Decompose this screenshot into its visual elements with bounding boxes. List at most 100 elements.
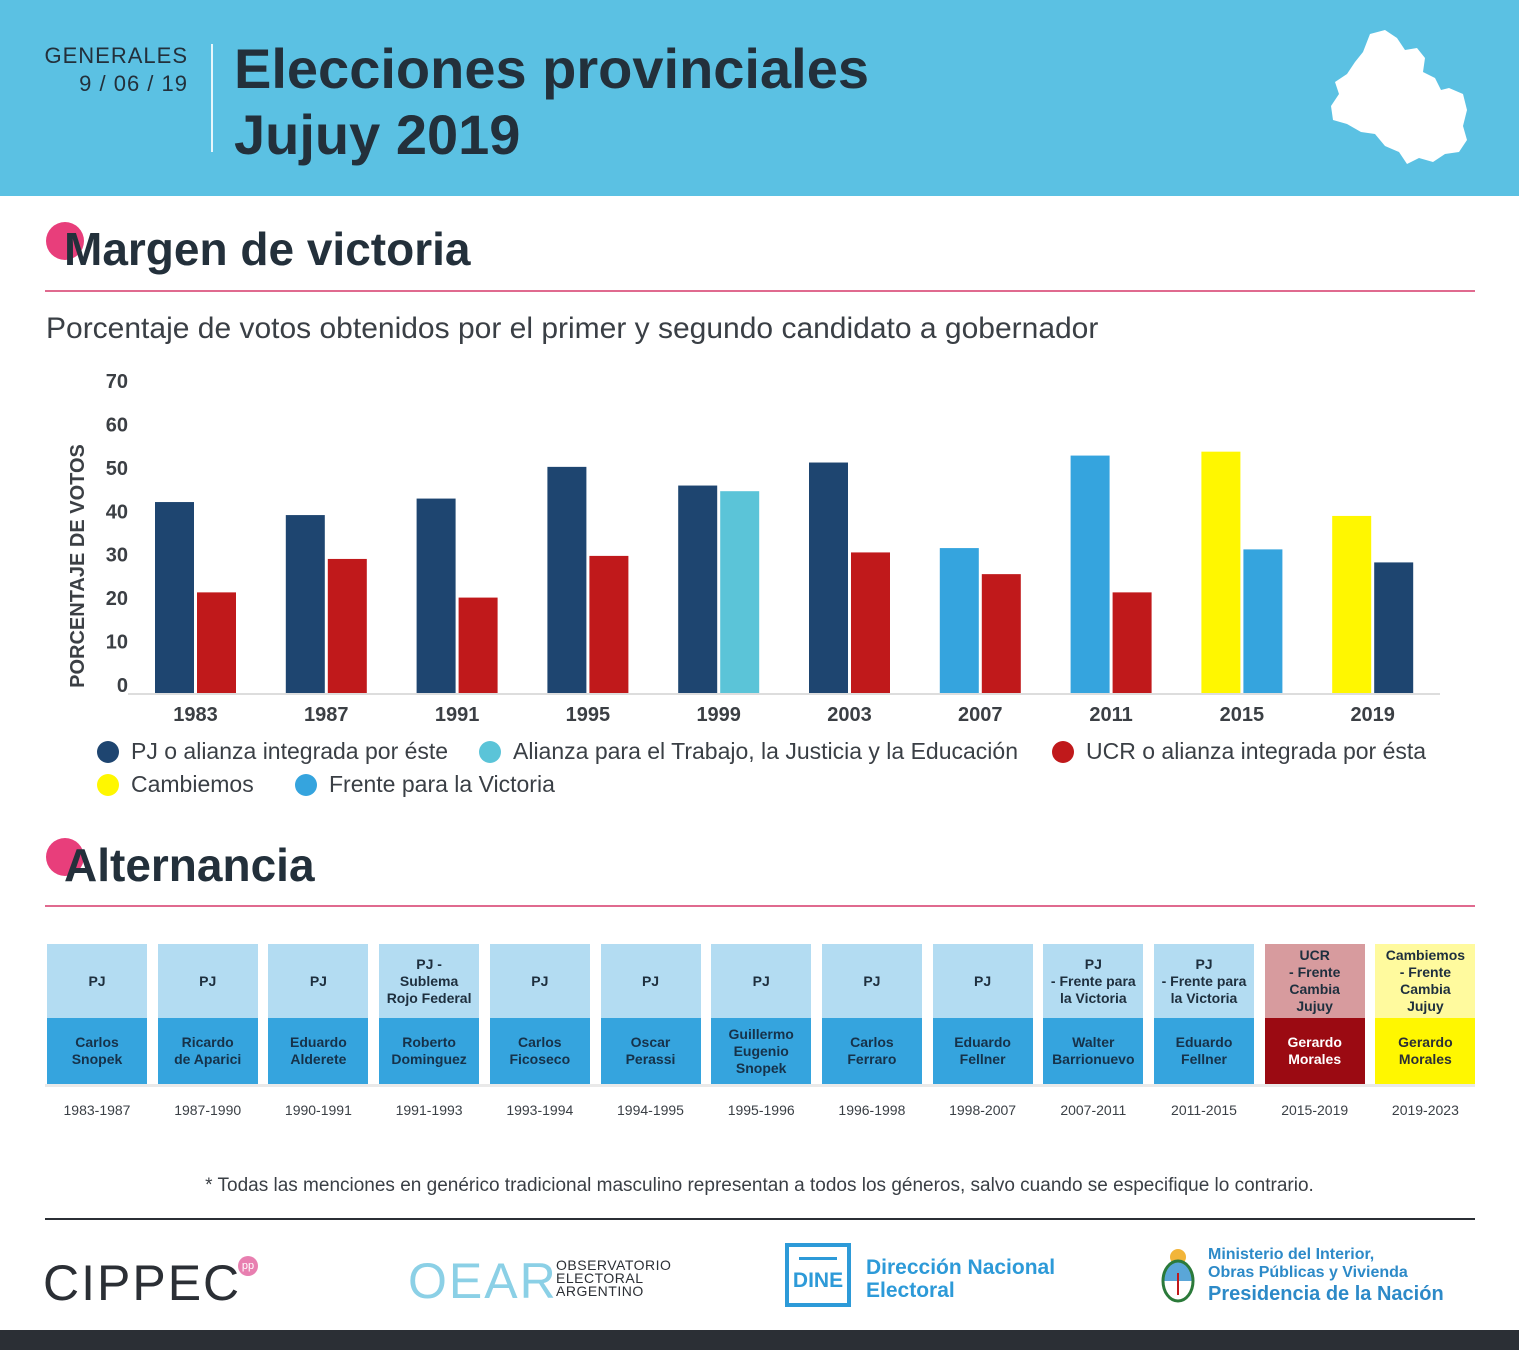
governor-party: PJ - Frente para la Victoria xyxy=(1043,944,1144,1018)
governor-name-text: Carlos Ferraro xyxy=(847,1034,896,1068)
governor-name: Eduardo Fellner xyxy=(1154,1018,1254,1084)
bars-group xyxy=(155,451,1414,694)
governor-party: PJ xyxy=(600,944,701,1018)
footer-divider xyxy=(45,1218,1475,1220)
name-line: Morales xyxy=(1398,1051,1452,1067)
governor-party-text: PJ xyxy=(199,973,216,990)
bar-2003-second xyxy=(851,552,890,694)
cippec-logo: CIPPEC xyxy=(43,1255,242,1311)
timeline-baseline xyxy=(45,1084,1475,1087)
x-tick-label: 2019 xyxy=(1350,704,1395,726)
party-line: - Frente xyxy=(1289,964,1341,980)
name-line: Morales xyxy=(1288,1051,1342,1067)
dine-logo: DINE xyxy=(785,1243,851,1307)
footer-bar xyxy=(0,1330,1519,1350)
page-title-line1: Elecciones provinciales xyxy=(234,37,869,100)
name-line: Barrionuevo xyxy=(1052,1051,1135,1067)
y-tick-label: 50 xyxy=(106,458,128,480)
party-line: PJ xyxy=(88,972,106,989)
ministerio-line2: Obras Públicas y Vivienda xyxy=(1208,1264,1408,1281)
election-date: 9 / 06 / 19 xyxy=(79,71,188,96)
governor-party-text: PJ - Frente para la Victoria xyxy=(1051,956,1136,1007)
governor-name-text: Gerardo Morales xyxy=(1398,1034,1452,1068)
name-line: Ferraro xyxy=(847,1051,897,1067)
governor-party-text: PJ xyxy=(531,973,548,990)
y-tick-label: 20 xyxy=(106,588,128,610)
governor-name-text: Carlos Ficoseco xyxy=(509,1034,570,1068)
party-line: PJ - xyxy=(416,955,442,972)
governor-card: PJ Carlos Ferraro xyxy=(821,944,922,1084)
x-tick-label: 1987 xyxy=(304,704,349,726)
governor-name-text: Eduardo Fellner xyxy=(1176,1034,1233,1068)
name-line: Oscar xyxy=(630,1034,671,1050)
ministerio-name: Ministerio del Interior, Obras Públicas … xyxy=(1208,1246,1444,1306)
name-line: Fellner xyxy=(1181,1051,1227,1067)
legend-dot-cambiemos xyxy=(97,773,119,796)
cippec-badge: pp xyxy=(238,1256,258,1276)
section-bullet xyxy=(46,222,84,260)
name-line: Fellner xyxy=(959,1051,1006,1067)
party-line: PJ xyxy=(863,972,881,989)
bar-1987-first xyxy=(285,515,325,694)
party-line: la Victoria xyxy=(1170,989,1238,1006)
name-line: Perassi xyxy=(625,1051,676,1067)
national-shield-icon xyxy=(1161,1249,1195,1303)
y-tick-label: 30 xyxy=(106,545,128,567)
bar-2019-second xyxy=(1374,562,1414,694)
governor-period: 1991-1993 xyxy=(395,1102,463,1118)
governor-card: PJ Carlos Snopek xyxy=(47,944,147,1084)
bar-2015-second xyxy=(1243,549,1283,694)
governor-name-text: Walter Barrionuevo xyxy=(1052,1034,1134,1068)
name-line: Eugenio xyxy=(733,1042,789,1059)
x-tick-label: 2003 xyxy=(827,704,872,726)
governor-party: PJ xyxy=(711,944,812,1018)
name-line: Roberto xyxy=(402,1034,456,1050)
governor-party-text: PJ xyxy=(88,973,105,990)
party-line: PJ xyxy=(1084,955,1102,972)
dine-logo-text: DINE xyxy=(792,1269,844,1292)
name-line: Ficoseco xyxy=(509,1051,571,1067)
x-tick-label: 2015 xyxy=(1220,704,1265,726)
dine-name-line1: Dirección Nacional xyxy=(866,1256,1056,1279)
bar-1991-first xyxy=(416,498,456,694)
governor-party: PJ xyxy=(489,944,590,1018)
governor-name-text: Guillermo Eugenio Snopek xyxy=(729,1026,794,1077)
governor-card: PJ - Sublema Rojo Federal Roberto Dominguez xyxy=(379,944,480,1084)
legend-dot-pj xyxy=(97,740,119,763)
section-divider xyxy=(45,290,1475,292)
governor-name: Carlos Ferraro xyxy=(821,1018,922,1084)
governor-party: PJ - Frente para la Victoria xyxy=(1154,944,1254,1018)
governor-period: 1983-1987 xyxy=(63,1102,131,1118)
dine-name-line2: Electoral xyxy=(866,1279,955,1302)
bar-2011-second xyxy=(1112,592,1152,694)
name-line: Guillermo xyxy=(728,1025,794,1042)
governor-name: Eduardo Fellner xyxy=(932,1018,1033,1084)
party-line: Sublema xyxy=(399,972,459,989)
bar-chart: PORCENTAJE DE VOTOS 0 10 20 30 40 50 60 70 1983… xyxy=(67,371,1440,726)
party-line: UCR xyxy=(1299,947,1330,963)
y-tick-label: 60 xyxy=(106,414,128,436)
x-tick-label: 2007 xyxy=(958,704,1003,726)
governor-card: UCR - Frente Cambia Jujuy Gerardo Morales xyxy=(1264,944,1365,1084)
bar-1995-first xyxy=(547,466,587,694)
party-line: - Frente para xyxy=(1050,972,1136,989)
x-tick-label: 1983 xyxy=(173,704,218,726)
governor-period: 1987-1990 xyxy=(174,1102,242,1118)
governor-name: Gerardo Morales xyxy=(1264,1018,1365,1084)
dine-logo-bar xyxy=(799,1257,837,1260)
header-banner: GENERALES 9 / 06 / 19 Elecciones provinc… xyxy=(0,0,1519,196)
ministerio-line3: Presidencia de la Nación xyxy=(1208,1283,1444,1305)
page-title-line2: Jujuy 2019 xyxy=(234,103,521,166)
governor-party: PJ xyxy=(157,944,258,1018)
y-axis-ticks: 0 10 20 30 40 50 60 70 xyxy=(106,371,128,697)
page-title: Elecciones provinciales Jujuy 2019 xyxy=(234,36,869,168)
governor-period: 1995-1996 xyxy=(727,1102,795,1118)
governor-party-text: UCR - Frente Cambia Jujuy xyxy=(1289,947,1340,1015)
governor-period: 1993-1994 xyxy=(506,1102,574,1118)
name-line: Eduardo xyxy=(1175,1034,1233,1050)
section-divider xyxy=(45,905,1475,907)
legend-label-atje: Alianza para el Trabajo, la Justicia y l… xyxy=(513,738,1019,764)
party-line: PJ xyxy=(309,972,327,989)
governor-card: PJ - Frente para la Victoria Eduardo Fellner xyxy=(1154,944,1254,1084)
governor-name: Carlos Ficoseco xyxy=(489,1018,590,1084)
